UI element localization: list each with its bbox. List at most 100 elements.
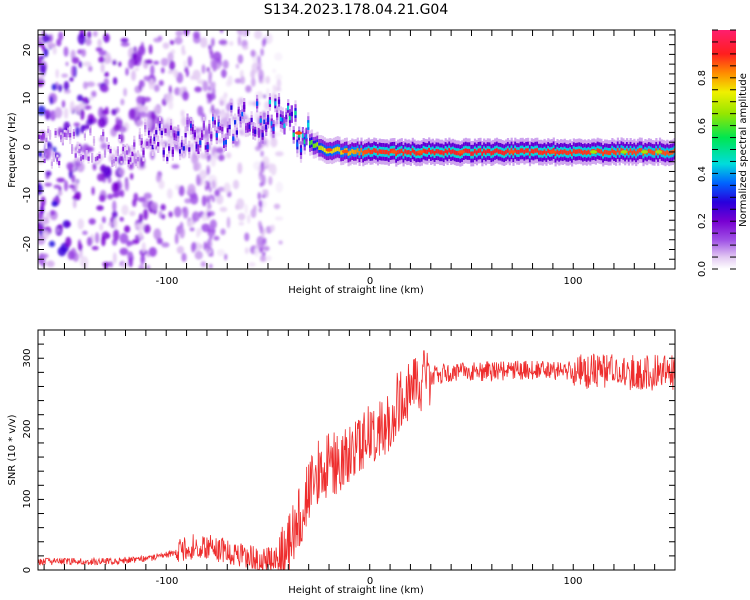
- noise-cell: [211, 180, 216, 189]
- ridge-cell: [212, 116, 215, 122]
- noise-cell: [107, 56, 112, 64]
- ridge-cell: [129, 157, 132, 162]
- noise-cell: [237, 35, 241, 46]
- noise-cell: [212, 51, 222, 63]
- noise-cell: [54, 107, 63, 119]
- noise-cell: [241, 30, 246, 38]
- noise-cell: [275, 151, 284, 157]
- ridge-cell: [340, 150, 343, 155]
- ridge-cell: [574, 149, 577, 155]
- noise-cell: [187, 55, 193, 67]
- ridge-cell: [668, 151, 671, 156]
- ridge-cell: [283, 123, 286, 128]
- spectrogram-ridge: [38, 93, 675, 169]
- colorbar-tick-label: 0.2: [697, 213, 708, 229]
- noise-cell: [126, 241, 135, 246]
- noise-cell: [141, 242, 146, 253]
- ridge-cell: [470, 151, 473, 156]
- ridge-cell: [640, 148, 643, 153]
- ridge-cell: [107, 144, 110, 150]
- spectrogram-ylabel: Frequency (Hz): [7, 112, 18, 188]
- ridge-cell: [422, 148, 425, 153]
- ridge-cell: [190, 123, 193, 128]
- ridge-cell: [321, 146, 325, 151]
- ridge-cell: [349, 150, 352, 155]
- noise-cell: [86, 236, 93, 247]
- ridge-cell: [464, 148, 467, 153]
- ridge-cell: [103, 150, 107, 155]
- ridge-cell: [545, 150, 548, 156]
- noise-cell: [261, 194, 266, 199]
- noise-cell: [51, 83, 57, 91]
- ridge-cell: [202, 123, 205, 128]
- noise-cell: [83, 81, 88, 90]
- noise-cell: [167, 70, 174, 74]
- noise-cell: [112, 252, 117, 264]
- noise-cell: [180, 116, 187, 127]
- spectrogram-ytick-label: -10: [22, 187, 33, 203]
- noise-cell: [208, 94, 212, 104]
- noise-cell: [94, 232, 100, 244]
- ridge-cell: [261, 132, 264, 138]
- ridge-cell: [85, 152, 88, 158]
- ridge-cell: [153, 136, 156, 142]
- ridge-cell: [351, 149, 354, 154]
- ridge-cell: [166, 156, 169, 162]
- ridge-cell: [517, 149, 521, 155]
- ridge-cell: [226, 128, 229, 133]
- ridge-cell: [116, 149, 119, 154]
- noise-cell: [127, 251, 134, 260]
- ridge-cell: [616, 148, 619, 153]
- ridge-cell: [607, 150, 610, 156]
- noise-cell: [201, 195, 207, 207]
- noise-cell: [89, 95, 94, 101]
- noise-cell: [226, 216, 231, 229]
- noise-cell: [168, 100, 174, 110]
- ridge-cell: [243, 104, 246, 110]
- ridge-cell: [655, 150, 663, 154]
- ridge-cell: [219, 125, 222, 131]
- noise-cell: [91, 246, 99, 251]
- ridge-cell: [60, 135, 63, 140]
- noise-cell: [98, 106, 104, 119]
- noise-cell: [114, 190, 123, 197]
- ridge-cell: [47, 128, 50, 134]
- ridge-cell: [82, 155, 85, 160]
- ridge-cell: [83, 133, 86, 138]
- ridge-cell: [127, 159, 130, 165]
- ridge-cell: [569, 149, 572, 155]
- noise-cell: [78, 61, 83, 68]
- ridge-cell: [417, 150, 425, 154]
- ridge-cell: [76, 144, 79, 149]
- ridge-cell: [87, 156, 90, 161]
- ridge-cell: [615, 150, 618, 156]
- ridge-cell: [415, 151, 418, 156]
- noise-cell: [178, 185, 185, 197]
- ridge-cell: [100, 135, 103, 140]
- noise-cell: [219, 206, 228, 212]
- noise-cell: [257, 192, 262, 200]
- noise-cell: [176, 245, 185, 254]
- ridge-cell: [175, 133, 178, 139]
- snr-ytick-label: 300: [22, 348, 33, 367]
- noise-cell: [124, 180, 129, 192]
- noise-cell: [191, 152, 199, 165]
- ridge-cell: [338, 147, 341, 152]
- noise-cell: [211, 37, 215, 47]
- ridge-cell: [252, 128, 255, 133]
- ridge-cell: [519, 148, 522, 153]
- noise-cell: [63, 81, 70, 91]
- ridge-cell: [307, 122, 310, 128]
- spectrogram-panel: -100 0 100 Height of straight line (km) …: [7, 29, 676, 296]
- noise-cell: [196, 232, 200, 238]
- ridge-cell: [373, 148, 376, 153]
- ridge-cell: [204, 145, 207, 150]
- noise-cell: [101, 235, 106, 247]
- ridge-cell: [567, 150, 570, 156]
- noise-cell: [173, 69, 179, 78]
- noise-cell: [85, 38, 92, 46]
- ridge-cell: [241, 111, 244, 117]
- ridge-cell: [664, 151, 667, 156]
- ridge-cell: [180, 142, 184, 147]
